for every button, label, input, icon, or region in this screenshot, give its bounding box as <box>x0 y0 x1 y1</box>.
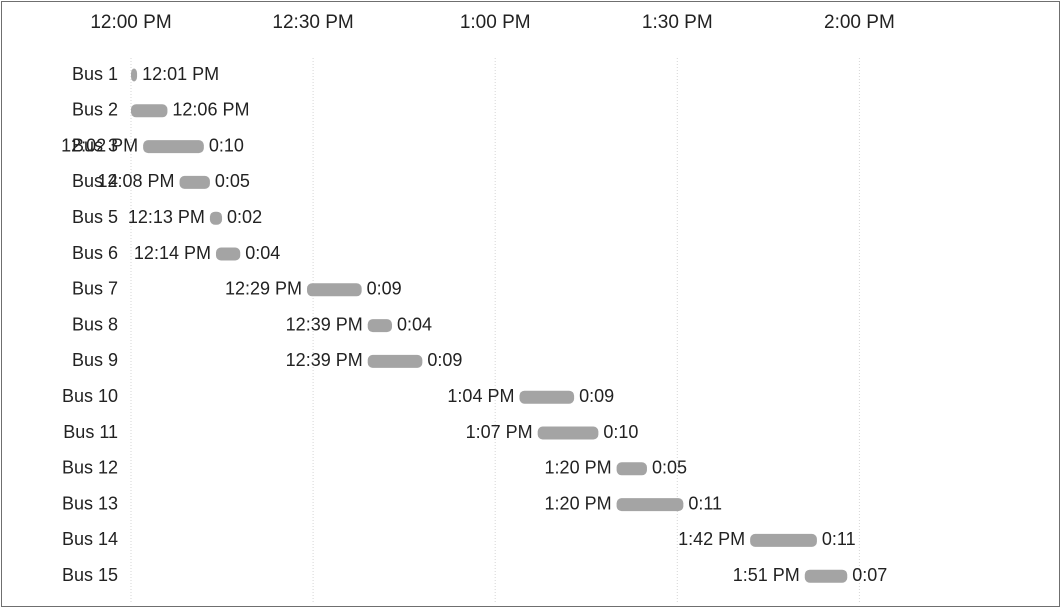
start-data-label: 12:13 PM <box>128 207 205 227</box>
end-data-label: 12:01 PM <box>142 64 219 84</box>
category-label: Bus 14 <box>62 529 118 549</box>
bar <box>307 283 362 297</box>
end-data-label: 12:06 PM <box>172 100 249 120</box>
end-data-label: 0:11 <box>688 493 722 513</box>
category-label: Bus 1 <box>72 64 118 84</box>
end-data-label: 0:09 <box>427 350 462 370</box>
start-data-label: 12:29 PM <box>225 279 302 299</box>
start-data-label: 12:39 PM <box>286 314 363 334</box>
end-data-label: 0:11 <box>822 529 856 549</box>
bar <box>367 319 393 333</box>
bar <box>804 569 848 583</box>
category-label: Bus 9 <box>72 350 118 370</box>
start-data-label: 12:39 PM <box>286 350 363 370</box>
category-label: Bus 15 <box>62 565 118 585</box>
bar <box>537 426 599 440</box>
category-label: Bus 3 <box>72 135 118 155</box>
bar <box>616 462 647 476</box>
x-axis-ticks: 12:00 PM 12:30 PM 1:00 PM 1:30 PM 2:00 PM <box>90 12 894 33</box>
gridlines <box>130 58 860 604</box>
bar <box>131 68 138 82</box>
bar <box>616 498 684 512</box>
start-data-label: 12:08 PM <box>98 171 175 191</box>
start-data-label: 1:42 PM <box>678 529 745 549</box>
start-data-label: 1:20 PM <box>545 458 612 478</box>
start-data-label: 12:14 PM <box>134 243 211 263</box>
start-data-label: 1:04 PM <box>447 386 514 406</box>
start-data-label: 1:07 PM <box>466 422 533 442</box>
end-data-label: 0:05 <box>215 171 250 191</box>
category-label: Bus 10 <box>62 386 118 406</box>
category-label: Bus 2 <box>72 100 118 120</box>
x-tick-label: 12:30 PM <box>272 12 353 33</box>
category-label: Bus 13 <box>62 493 118 513</box>
start-data-label: 1:51 PM <box>733 565 800 585</box>
category-label: Bus 11 <box>63 422 118 442</box>
category-label: Bus 4 <box>72 171 118 191</box>
end-data-label: 0:07 <box>852 565 887 585</box>
x-tick-label: 1:30 PM <box>642 12 713 33</box>
category-labels: Bus 1 Bus 2 Bus 3 Bus 4 Bus 5 Bus 6 Bus 7 Bus 8… <box>62 64 118 585</box>
category-label: Bus 12 <box>62 458 118 478</box>
category-label: Bus 6 <box>72 243 118 263</box>
category-label: Bus 8 <box>72 314 118 334</box>
bar <box>367 354 423 368</box>
x-tick-label: 12:00 PM <box>90 12 171 33</box>
x-tick-label: 1:00 PM <box>460 12 531 33</box>
bar <box>750 533 817 547</box>
start-data-label: 12:02 PM <box>61 135 138 155</box>
end-data-label: 0:05 <box>652 458 687 478</box>
category-label: Bus 5 <box>72 207 118 227</box>
bar <box>131 104 168 118</box>
data-labels: 12:01 PM 12:06 PM 12:02 PM 0:10 12:08 PM 0:05… <box>61 64 887 585</box>
bar <box>209 211 223 225</box>
end-data-label: 0:09 <box>579 386 614 406</box>
end-data-label: 0:04 <box>397 314 432 334</box>
end-data-label: 0:02 <box>227 207 262 227</box>
bar <box>179 175 210 189</box>
bar <box>215 247 241 261</box>
category-label: Bus 7 <box>72 279 118 299</box>
bar <box>519 390 575 404</box>
end-data-label: 0:10 <box>209 135 244 155</box>
end-data-label: 0:04 <box>245 243 280 263</box>
end-data-label: 0:09 <box>367 279 402 299</box>
bar <box>143 140 204 154</box>
start-data-label: 1:20 PM <box>545 493 612 513</box>
x-tick-label: 2:00 PM <box>824 12 895 33</box>
bars <box>131 68 848 583</box>
end-data-label: 0:10 <box>603 422 638 442</box>
